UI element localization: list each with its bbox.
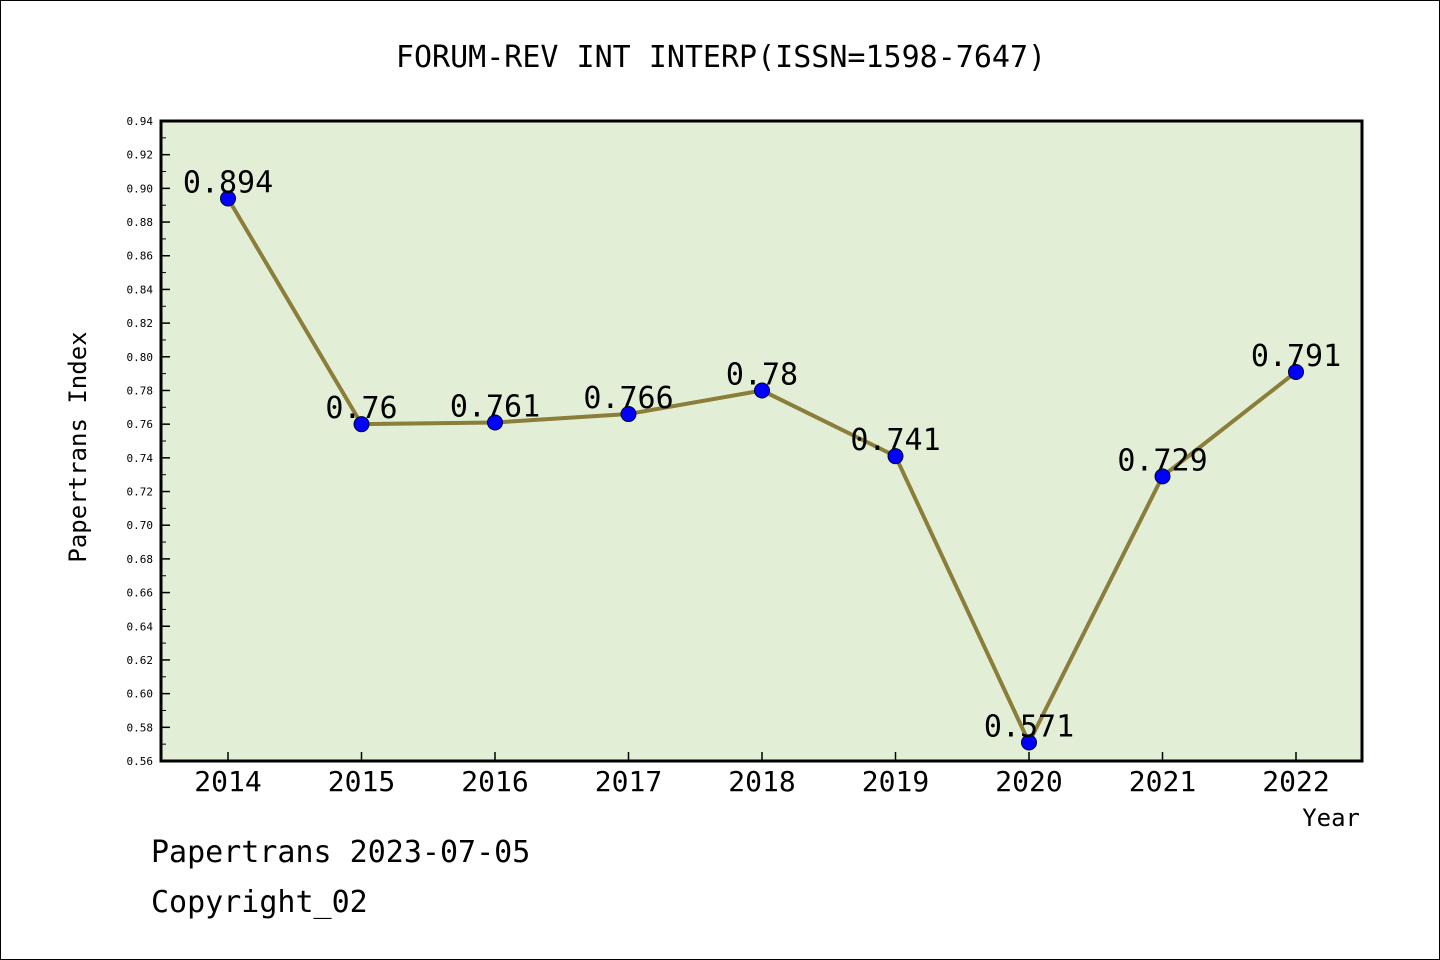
- data-label: 0.76: [325, 391, 397, 426]
- y-tick-label: 0.74: [127, 452, 154, 465]
- y-tick-label: 0.76: [127, 418, 154, 431]
- y-tick-label: 0.68: [127, 553, 154, 566]
- y-tick-label: 0.72: [127, 486, 154, 499]
- y-tick-label: 0.60: [127, 688, 154, 701]
- data-label: 0.78: [726, 357, 798, 392]
- x-tick-label: 2020: [995, 765, 1062, 798]
- y-tick-label: 0.86: [127, 250, 154, 263]
- y-tick-label: 0.80: [127, 351, 154, 364]
- data-label: 0.894: [183, 165, 273, 200]
- data-point: [487, 414, 503, 431]
- x-tick-label: 2022: [1262, 765, 1329, 798]
- data-label: 0.761: [450, 389, 540, 424]
- data-label: 0.571: [984, 709, 1074, 744]
- x-tick-label: 2016: [461, 765, 528, 798]
- y-tick-label: 0.66: [127, 587, 154, 600]
- data-label: 0.729: [1117, 443, 1207, 478]
- data-point: [754, 382, 770, 399]
- data-label: 0.741: [850, 423, 940, 458]
- y-tick-label: 0.88: [127, 216, 154, 229]
- data-point: [1154, 468, 1171, 485]
- footer-copyright: Copyright_02: [151, 885, 368, 920]
- x-tick-label: 2014: [194, 765, 261, 798]
- footer-date-line: Papertrans 2023-07-05: [151, 835, 531, 870]
- data-point: [1021, 734, 1037, 751]
- x-tick-label: 2017: [595, 765, 662, 798]
- y-tick-label: 0.58: [127, 721, 154, 734]
- data-label: 0.766: [583, 381, 673, 416]
- y-tick-label: 0.78: [127, 384, 154, 397]
- y-tick-label: 0.84: [127, 283, 154, 296]
- y-axis-label: Papertrans Index: [64, 331, 92, 562]
- x-tick-label: 2015: [328, 765, 395, 798]
- y-tick-label: 0.92: [127, 149, 154, 162]
- series-layer: 0.894 0.76 0.761 0.766 0.78 0.741 0.571 0.729 0.…: [183, 165, 1341, 751]
- data-point: [887, 448, 904, 465]
- data-point: [620, 406, 637, 423]
- y-tick-label: 0.56: [127, 755, 154, 768]
- x-axis: 2014 2015 2016 2017 2018 2019 2020 2021 2022: [194, 752, 1330, 798]
- y-tick-label: 0.90: [127, 182, 154, 195]
- data-point: [353, 416, 370, 433]
- data-point: [1288, 363, 1304, 380]
- x-axis-label: Year: [1302, 804, 1360, 832]
- x-tick-label: 2018: [728, 765, 795, 798]
- chart-title: FORUM-REV INT INTERP(ISSN=1598-7647): [396, 40, 1046, 75]
- x-tick-label: 2019: [862, 765, 929, 798]
- y-tick-label: 0.62: [127, 654, 154, 667]
- y-tick-label: 0.70: [127, 519, 154, 532]
- y-tick-label: 0.94: [127, 115, 154, 128]
- x-tick-label: 2021: [1129, 765, 1196, 798]
- plot-area: [159, 119, 1364, 763]
- data-point: [220, 190, 236, 207]
- y-tick-label: 0.82: [127, 317, 154, 330]
- y-axis: 0.56 0.58 0.60 0.62 0.64 0.66 0.68 0.70 0.72 0.74…: [127, 115, 170, 768]
- data-label: 0.791: [1251, 339, 1341, 374]
- y-tick-label: 0.64: [127, 620, 154, 633]
